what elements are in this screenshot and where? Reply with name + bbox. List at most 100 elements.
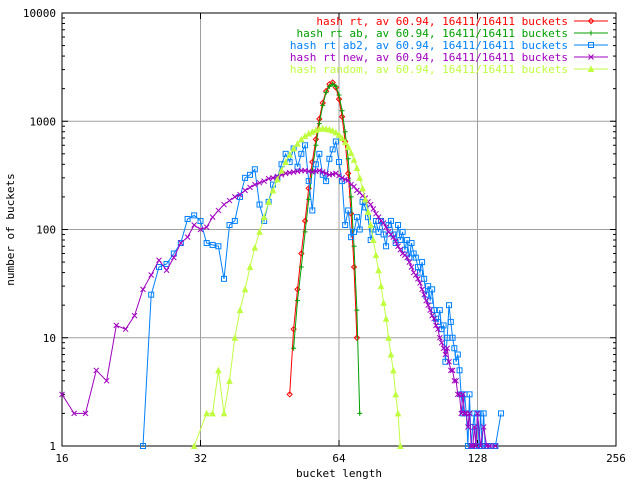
legend: hash rt, av 60.94, 16411/16411 bucketsha… [290,15,608,76]
y-tick-label: 10 [43,332,56,345]
data-point [140,286,146,293]
data-point [215,366,222,374]
data-point [427,307,434,313]
data-point [226,197,233,204]
data-point [395,243,401,250]
data-point [447,367,454,374]
data-point [378,217,385,224]
data-point [156,264,163,271]
data-point [59,391,65,398]
data-point [203,409,210,417]
data-point [313,142,319,148]
legend-marker [587,17,595,25]
data-point [220,409,228,417]
data-point [190,442,198,449]
data-point [354,307,360,313]
data-point [291,345,297,351]
data-point [466,410,473,417]
data-point [408,264,415,270]
data-point [395,222,402,229]
data-point [342,129,348,135]
data-point [294,140,301,147]
y-tick-label: 10000 [23,7,56,20]
data-point [372,251,380,259]
data-point [367,201,374,208]
data-point [241,285,249,293]
data-point [177,240,184,246]
legend-label: hash random, av 60.94, 16411/16411 bucke… [290,63,568,76]
data-point [347,149,355,156]
data-point [442,351,449,358]
data-point [438,339,445,346]
data-point [351,228,358,235]
data-point [221,275,228,282]
data-point [377,282,385,290]
data-point [353,164,361,171]
grid [62,13,616,446]
data-point [226,222,233,229]
data-point [330,81,336,87]
data-point [290,144,297,152]
legend-marker [588,42,594,48]
data-point [456,367,463,374]
data-point [404,254,410,261]
data-point [247,184,253,191]
data-point [354,187,360,194]
data-point [486,443,493,449]
data-point [339,108,345,114]
data-point [247,171,254,178]
series-line [142,139,502,447]
data-point [348,181,354,188]
data-point [362,204,369,211]
legend-label: hash rt, av 60.94, 16411/16411 buckets [316,15,568,28]
data-point [436,307,443,314]
data-point [394,409,402,417]
data-point [323,170,329,177]
data-point [231,217,238,224]
series-4 [59,167,499,449]
data-point [356,226,363,233]
data-point [302,229,308,235]
data-point [361,195,369,203]
data-point [251,166,258,173]
data-point [184,216,191,223]
data-point [338,113,346,120]
data-point [221,201,227,208]
data-point [122,326,129,333]
data-point [449,367,456,374]
data-point [474,410,481,417]
data-point [415,276,421,282]
data-point [312,161,319,168]
data-point [177,240,184,247]
data-point [492,443,499,449]
data-point [298,135,305,143]
data-point [335,131,343,138]
data-point [231,194,238,200]
data-point [387,350,395,358]
data-point [282,150,289,157]
data-point [256,201,263,208]
data-point [323,178,330,185]
data-point [460,391,466,398]
data-point [203,224,210,231]
data-point [329,126,336,134]
data-point [306,196,312,202]
data-point [401,246,408,253]
data-point [242,174,249,181]
data-point [436,334,443,341]
data-point [387,217,394,224]
data-point [341,138,349,146]
data-point [385,334,392,341]
x-tick-label: 64 [332,452,346,465]
data-point [274,175,281,183]
data-point [191,222,198,228]
data-point [442,358,449,365]
data-point [498,410,505,417]
data-point [332,170,339,177]
data-point [454,391,461,398]
data-point [390,234,397,240]
x-tick-label: 128 [468,452,488,465]
legend-label: hash rt ab, av 60.94, 16411/16411 bucket… [296,27,568,40]
legend-marker [588,30,594,36]
data-point [251,244,259,251]
